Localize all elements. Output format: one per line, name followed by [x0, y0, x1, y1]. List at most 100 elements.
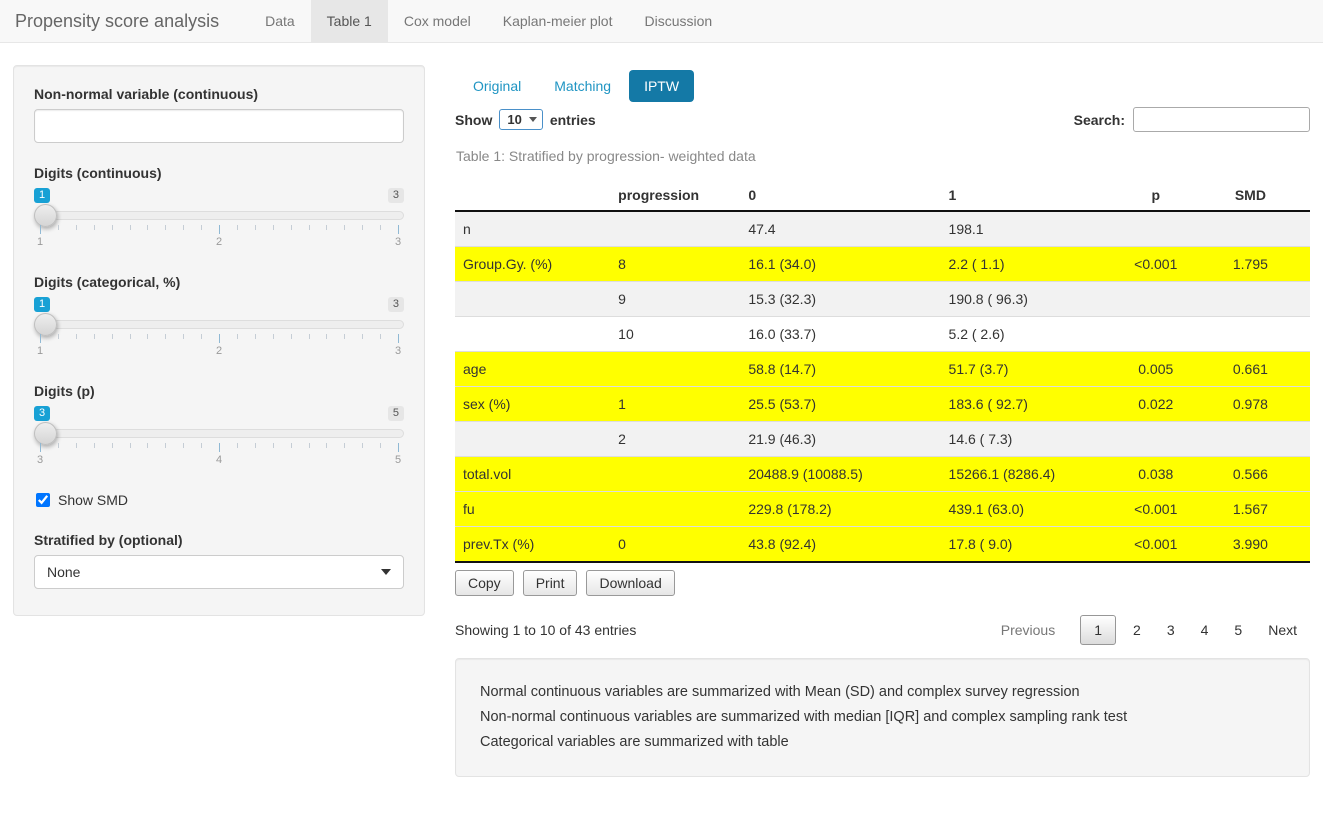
- footnote: Non-normal continuous variables are summ…: [480, 709, 1128, 725]
- nav-tab-table-1[interactable]: Table 1: [310, 0, 388, 42]
- table-row[interactable]: Group.Gy. (%) 8 16.1 (34.0) 2.2 ( 1.1) <0.00…: [455, 246, 1310, 282]
- slider-tick-label: 3: [394, 345, 402, 357]
- table-body: n 47.4 198.1 Group.Gy. (%) 8 16.1 (34.0) 2.2 (…: [455, 211, 1310, 563]
- download-button[interactable]: Download: [586, 570, 675, 596]
- pill-matching[interactable]: Matching: [554, 78, 612, 94]
- slider-group-digits-continuous: Digits (continuous) 1 3 1 2 3: [34, 165, 404, 252]
- nonnormal-variable-input[interactable]: [34, 109, 404, 143]
- table-cell: 51.7 (3.7): [940, 351, 1121, 387]
- table-row[interactable]: sex (%) 1 25.5 (53.7) 183.6 ( 92.7) 0.022 0.9…: [455, 386, 1310, 422]
- table-cell: 58.8 (14.7): [740, 351, 941, 387]
- navbar: Propensity score analysis Data Table 1 Cox…: [0, 0, 1323, 43]
- table-cell: 16.1 (34.0): [740, 246, 941, 282]
- slider-max-badge: 3: [387, 297, 404, 312]
- table-cell: 1: [610, 386, 741, 422]
- stratified-by-value: None: [47, 564, 81, 580]
- slider-track[interactable]: [34, 429, 404, 438]
- stratified-by-select[interactable]: None: [34, 555, 404, 589]
- table-cell: 0.661: [1190, 351, 1310, 387]
- table-cell: 10: [610, 316, 741, 352]
- table-search-control: Search:: [1074, 107, 1310, 132]
- table-row[interactable]: fu 229.8 (178.2) 439.1 (63.0) <0.001 1.567: [455, 491, 1310, 527]
- page-button-2[interactable]: 2: [1133, 622, 1141, 638]
- previous-page-button[interactable]: Previous: [1000, 622, 1056, 638]
- slider-tick-label: 1: [36, 345, 44, 357]
- table-row[interactable]: 10 16.0 (33.7) 5.2 ( 2.6): [455, 316, 1310, 352]
- table-cell: 21.9 (46.3): [740, 421, 941, 457]
- page-button-1[interactable]: 1: [1080, 615, 1117, 645]
- entries-select[interactable]: 10: [499, 109, 543, 130]
- chevron-down-icon: [381, 569, 391, 575]
- table-cell: [1120, 281, 1191, 317]
- show-smd-checkbox[interactable]: [36, 493, 50, 507]
- slider-grid: 1 2 3: [36, 225, 401, 249]
- copy-button[interactable]: Copy: [455, 570, 514, 596]
- page-button-5[interactable]: 5: [1234, 622, 1243, 638]
- table-cell: Group.Gy. (%): [455, 246, 611, 282]
- footnote: Normal continuous variables are summariz…: [480, 684, 1080, 700]
- table-cell: [455, 421, 611, 457]
- slider-label: Digits (continuous): [34, 165, 162, 181]
- table1: progression 0 1 p SMD n 47.4 198.1 Group.Gy. (%…: [455, 180, 1310, 563]
- slider-handle[interactable]: [34, 422, 57, 445]
- slider-tick-label: 2: [215, 236, 223, 248]
- nav-tab-data[interactable]: Data: [265, 13, 295, 29]
- slider-track[interactable]: [34, 320, 404, 329]
- slider-track[interactable]: [34, 211, 404, 220]
- subtab-pills: Original Matching IPTW: [458, 70, 1310, 102]
- table-cell: 14.6 ( 7.3): [940, 421, 1121, 457]
- table-cell: 43.8 (92.4): [740, 526, 941, 563]
- table-cell: 2.2 ( 1.1): [940, 246, 1121, 282]
- table-row[interactable]: age 58.8 (14.7) 51.7 (3.7) 0.005 0.661: [455, 351, 1310, 387]
- table-row[interactable]: total.vol 20488.9 (10088.5) 15266.1 (8286.…: [455, 456, 1310, 492]
- table-row[interactable]: 9 15.3 (32.3) 190.8 ( 96.3): [455, 281, 1310, 317]
- show-label: Show: [455, 111, 493, 128]
- slider-value-badge: 3: [34, 406, 51, 421]
- pill-iptw[interactable]: IPTW: [629, 70, 695, 102]
- table-info: Showing 1 to 10 of 43 entries: [455, 622, 637, 638]
- table-cell: 1.795: [1190, 246, 1310, 282]
- table-cell: total.vol: [455, 456, 611, 492]
- slider-tick-label: 2: [215, 345, 223, 357]
- page-button-3[interactable]: 3: [1166, 622, 1175, 638]
- table-cell: 0.566: [1190, 456, 1310, 492]
- table-cell: <0.001: [1120, 246, 1191, 282]
- slider-value-badge: 1: [34, 297, 51, 312]
- pagination: Previous 1 2 3 4 5 Next: [988, 615, 1310, 645]
- nav-tab-kaplan-meier-plot[interactable]: Kaplan-meier plot: [502, 13, 613, 29]
- search-input[interactable]: [1133, 107, 1310, 132]
- print-button[interactable]: Print: [522, 570, 578, 596]
- table-cell: 17.8 ( 9.0): [940, 526, 1121, 563]
- table-cell: fu: [455, 491, 611, 527]
- slider-tick-label: 1: [36, 236, 44, 248]
- slider-tick-label: 4: [215, 454, 223, 466]
- table-row[interactable]: n 47.4 198.1: [455, 211, 1310, 247]
- table-cell: 183.6 ( 92.7): [940, 386, 1121, 422]
- slider-digits-p[interactable]: 3 5 3 4 5: [34, 406, 404, 470]
- slider-handle[interactable]: [34, 204, 57, 227]
- select-caret-icon: [528, 117, 537, 122]
- column-header-rowname: [455, 180, 611, 212]
- table-row[interactable]: prev.Tx (%) 0 43.8 (92.4) 17.8 ( 9.0) <0.001…: [455, 526, 1310, 563]
- table-length-control: Show 10 entries: [455, 109, 596, 130]
- table-cell: [610, 211, 740, 247]
- table-cell: <0.001: [1120, 491, 1191, 527]
- nonnormal-variable-label: Non-normal variable (continuous): [34, 86, 259, 102]
- table-cell: [455, 316, 611, 352]
- table-row[interactable]: 2 21.9 (46.3) 14.6 ( 7.3): [455, 421, 1310, 457]
- slider-digits-continuous[interactable]: 1 3 1 2 3: [34, 188, 404, 252]
- app-title: Propensity score analysis: [15, 10, 220, 31]
- page-button-4[interactable]: 4: [1200, 622, 1209, 638]
- slider-digits-categorical[interactable]: 1 3 1 2 3: [34, 297, 404, 361]
- pill-original[interactable]: Original: [473, 78, 522, 94]
- slider-tick-label: 3: [36, 454, 44, 466]
- table-buttons: Copy Print Download: [455, 570, 1310, 596]
- next-page-button[interactable]: Next: [1268, 622, 1297, 638]
- page-body: Non-normal variable (continuous) Digits …: [0, 65, 1323, 777]
- column-header-smd: SMD: [1190, 180, 1310, 212]
- nav-tab-discussion[interactable]: Discussion: [644, 13, 713, 29]
- footnote: Categorical variables are summarized wit…: [480, 734, 789, 750]
- entries-select-value: 10: [507, 112, 522, 127]
- nav-tab-cox-model[interactable]: Cox model: [403, 13, 471, 29]
- slider-handle[interactable]: [34, 313, 57, 336]
